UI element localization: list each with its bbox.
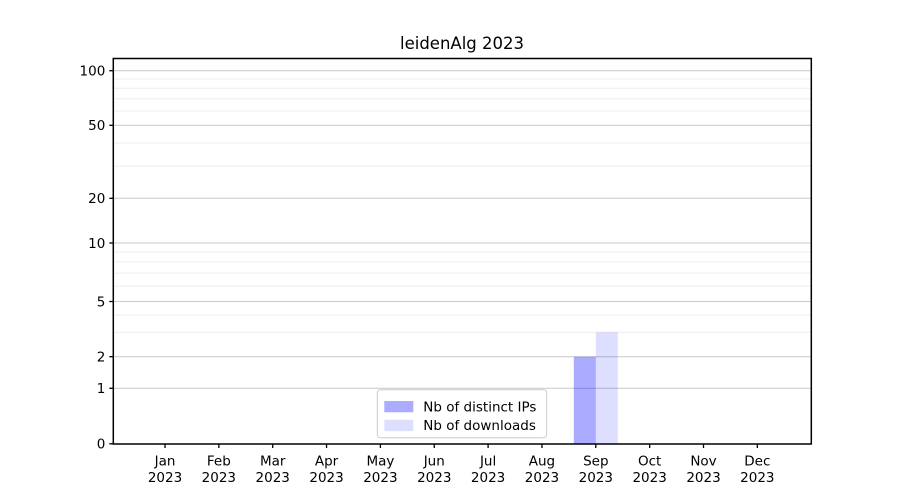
x-tick-label-year: 2023 [686, 470, 720, 486]
x-tick-label-month: Jan [154, 454, 176, 470]
x-tick-label-year: 2023 [632, 470, 666, 486]
x-tick-label-month: Feb [207, 454, 231, 470]
legend: Nb of distinct IPs Nb of downloads [376, 389, 548, 439]
y-tick-label: 2 [97, 350, 106, 366]
x-tick-label-month: Dec [744, 454, 770, 470]
x-tick-label-year: 2023 [417, 470, 451, 486]
plot-frame [112, 57, 813, 445]
y-tick-label: 5 [97, 294, 106, 310]
x-tick-label-month: Jun [423, 454, 445, 470]
chart-title: leidenAlg 2023 [400, 34, 524, 53]
bar-nb-of-downloads-sep-2023 [595, 332, 618, 444]
y-tick-label: 100 [80, 64, 106, 80]
x-tick-label-year: 2023 [309, 470, 343, 486]
x-tick-label-year: 2023 [363, 470, 397, 486]
x-tick-label-month: Aug [529, 454, 555, 470]
x-tick-label-year: 2023 [471, 470, 505, 486]
y-tick-label: 1 [97, 381, 106, 397]
x-tick-label-year: 2023 [202, 470, 236, 486]
legend-swatch-nb-of-distinct-ips [384, 401, 414, 413]
x-tick-label-year: 2023 [740, 470, 774, 486]
x-tick-label-year: 2023 [525, 470, 559, 486]
legend-label-nb-of-distinct-ips: Nb of distinct IPs [423, 399, 536, 415]
x-tick-label-year: 2023 [579, 470, 613, 486]
x-tick-label-year: 2023 [148, 470, 182, 486]
y-tick-label: 0 [97, 437, 106, 453]
x-tick-label-year: 2023 [256, 470, 290, 486]
bar-nb-of-distinct-ips-sep-2023 [573, 356, 596, 444]
y-tick-label: 10 [88, 236, 105, 252]
x-tick-label-month: Sep [583, 454, 608, 470]
x-tick-label-month: Nov [690, 454, 716, 470]
legend-swatch-nb-of-downloads [384, 419, 414, 432]
x-tick-label-month: Apr [315, 454, 339, 470]
y-tick-label: 50 [88, 118, 105, 134]
x-tick-label-month: Jul [479, 454, 496, 470]
legend-label-nb-of-downloads: Nb of downloads [423, 418, 536, 434]
x-tick-label-month: May [366, 454, 394, 470]
y-tick-label: 20 [88, 191, 105, 207]
x-tick-label-month: Oct [638, 454, 661, 470]
x-tick-label-month: Mar [260, 454, 286, 470]
legend-box [376, 389, 548, 439]
